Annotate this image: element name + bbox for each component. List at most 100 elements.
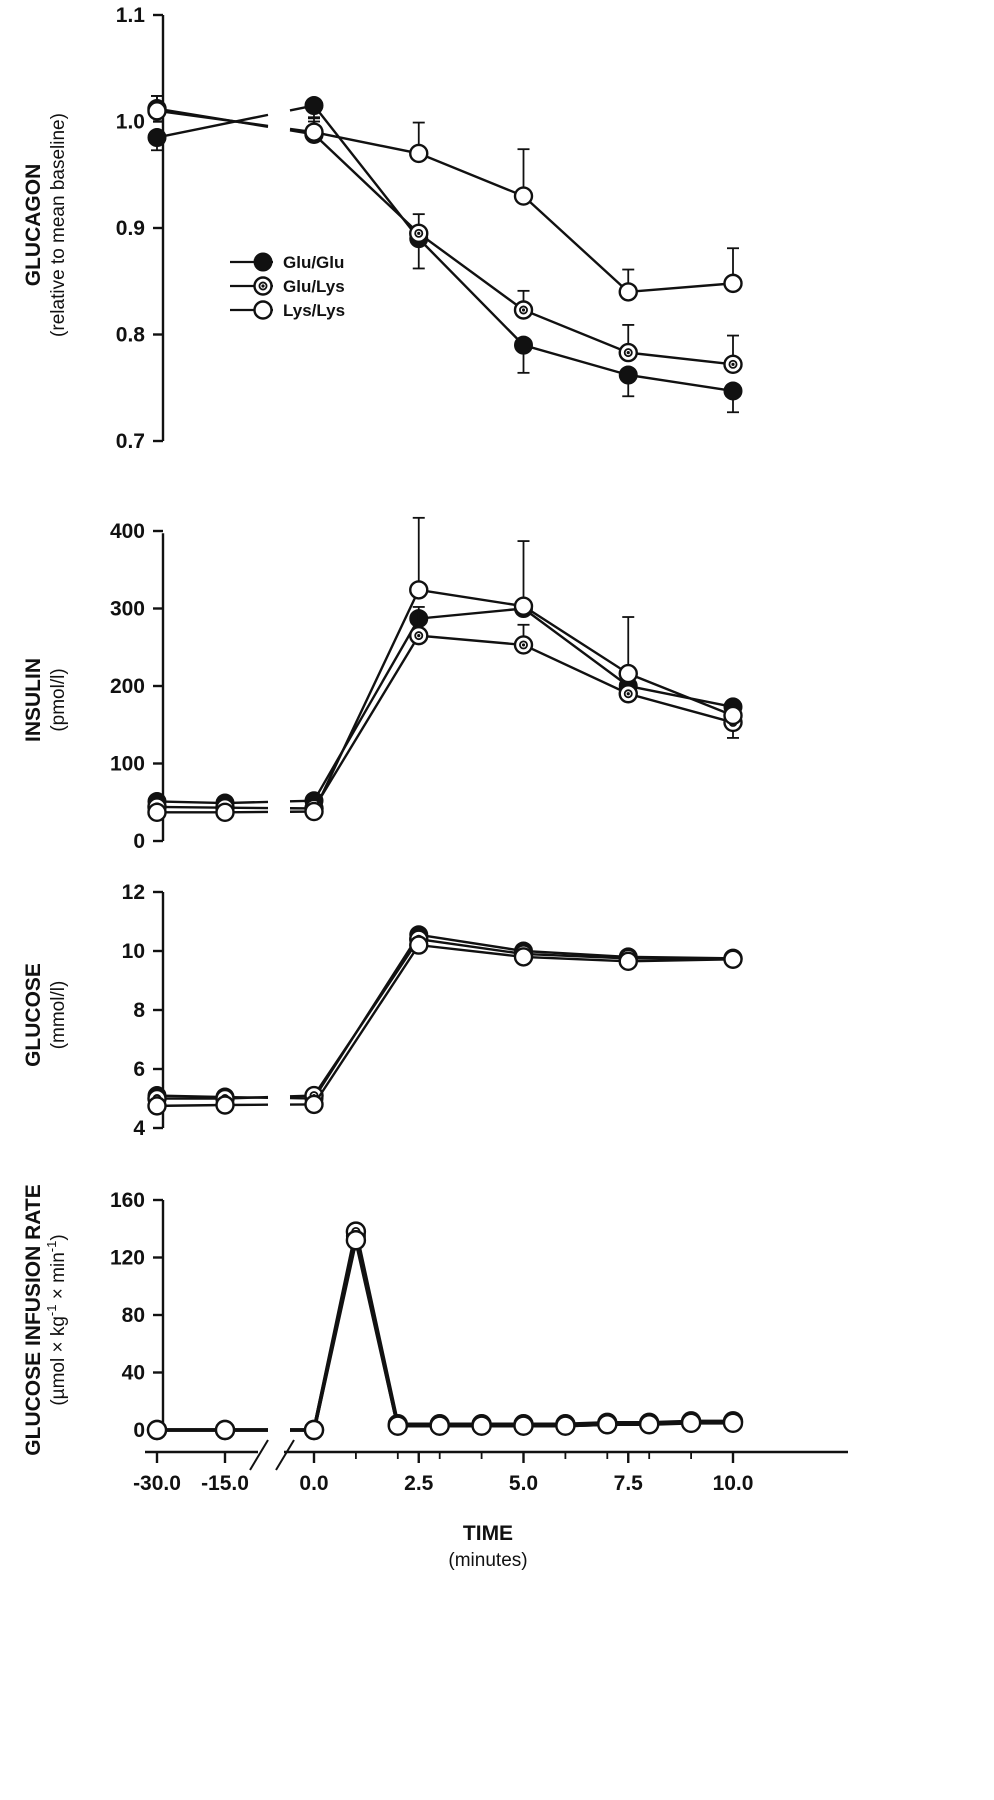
data-point-open [513,186,534,206]
data-point-dotted-core [731,362,735,366]
data-point-dotted-core [417,231,421,235]
data-point-open [513,1415,534,1436]
data-point-open [303,1419,325,1441]
series-line-baseline [156,1094,226,1099]
legend: Glu/Glu Glu/Lys Lys/Lys [230,252,345,320]
series-lys-lys [146,1230,744,1441]
data-point-open [214,1419,236,1441]
data-point-dotted-core [417,634,421,638]
legend-label: Glu/Lys [283,277,345,296]
y-tick-label: 0 [133,830,145,853]
y-axis-unit: (relative to mean baseline) [48,113,69,337]
data-point-open [723,705,743,726]
y-axis-unit-superscript: -1 [44,1241,59,1253]
y-tick-label: 0.9 [116,217,145,240]
data-point-open [147,1096,167,1116]
break-connector-left [156,109,269,128]
y-tick-label: 8 [133,999,145,1022]
series-line-baseline [156,1103,226,1108]
panel-4: 0 40 80 120 160 GLUCOSE INFUSION RATE (µmol × … [22,1184,744,1456]
x-tick-label: 7.5 [614,1472,644,1495]
y-axis-label: INSULIN (pmol/l) [22,658,69,742]
data-point-dotted-core [626,692,630,696]
data-point-filled [253,252,273,272]
data-point-filled [618,365,638,385]
axis-break-mark [275,1439,295,1471]
y-axis-unit-part: × min [48,1252,69,1304]
data-point-dotted-core [521,308,526,312]
y-axis-label: GLUCOSE INFUSION RATE (µmol × kg-1 × min-… [22,1184,69,1455]
data-point-open [722,1412,744,1434]
y-tick-label: 80 [122,1304,145,1327]
data-point-open [513,947,534,967]
y-tick-label: 160 [110,1189,145,1212]
series-line [312,1239,733,1431]
y-axis-title: INSULIN [22,658,45,742]
data-point-open [618,951,638,972]
y-tick-label: 120 [110,1247,145,1270]
data-point-open [345,1230,367,1251]
y-tick-label: 0.8 [116,324,146,347]
y-tick-label: 1.1 [116,4,146,27]
series-line [312,634,734,810]
data-point-open [304,801,324,822]
data-point-filled [304,96,324,116]
data-point-open [618,663,638,684]
data-point-open [409,143,429,164]
series-line [312,943,734,1106]
y-axis-unit-part: (µmol × kg [48,1316,69,1406]
series-lys-lys [147,935,743,1116]
x-axis: -30.0 -15.0 0.0 2.5 5.0 7.5 10.0 TIME (minutes) [133,1439,848,1571]
legend-label: Glu/Glu [283,253,344,272]
series-lys-lys [147,95,743,302]
data-point-filled [147,127,167,147]
data-point-open [513,596,534,616]
y-tick-label: 1.0 [116,111,145,134]
y-axis-label: GLUCAGON (relative to mean baseline) [22,113,69,337]
y-tick-label: 0.7 [116,430,145,453]
y-axis-title: GLUCOSE [22,963,45,1067]
series-line-baseline [156,800,226,805]
series-glu-glu [147,925,743,1108]
series-line-baseline [156,805,226,809]
series-lys-lys [147,516,743,823]
y-axis-unit: (mmol/l) [48,981,69,1050]
data-point-filled [514,335,533,355]
axis-break-mark [249,1439,269,1471]
series-glu-glu [147,599,743,813]
data-point-open [429,1415,450,1436]
data-point-open [147,101,167,121]
x-tick-label: 2.5 [404,1472,434,1495]
data-point-open [409,580,429,600]
y-tick-label: 4 [133,1117,145,1140]
y-tick-label: 300 [110,598,145,621]
data-point-open [639,1414,660,1435]
series-glu-lys [147,606,743,819]
data-point-open [618,282,638,302]
data-point-open [723,949,743,969]
series-glu-glu [147,96,743,414]
series-glu-lys [146,1221,744,1441]
y-tick-label: 400 [110,520,145,543]
data-point-open [215,1095,235,1115]
legend-label: Lys/Lys [283,301,345,320]
y-tick-label: 100 [110,753,145,776]
panel-1: 0.7 0.8 0.9 1.0 1.1 GLUCAGON (relative to mean… [22,4,743,453]
y-tick-label: 40 [122,1362,145,1385]
y-axis-unit: (µmol × kg-1 × min-1) [44,1234,69,1405]
series-glu-glu [147,1225,743,1440]
y-axis-title: GLUCOSE INFUSION RATE [22,1184,45,1455]
data-point-open [409,935,429,955]
data-point-open [387,1415,408,1436]
y-tick-label: 0 [133,1419,145,1442]
data-point-filled [723,381,743,401]
data-point-open [215,802,235,823]
x-tick-label: 0.0 [299,1472,328,1495]
data-point-open [146,1419,168,1441]
x-tick-label: -15.0 [201,1472,249,1495]
data-point-dotted-core [261,284,265,288]
data-point-dotted-core [626,351,630,355]
y-tick-label: 6 [133,1058,145,1081]
x-axis-title: TIME [463,1522,513,1545]
